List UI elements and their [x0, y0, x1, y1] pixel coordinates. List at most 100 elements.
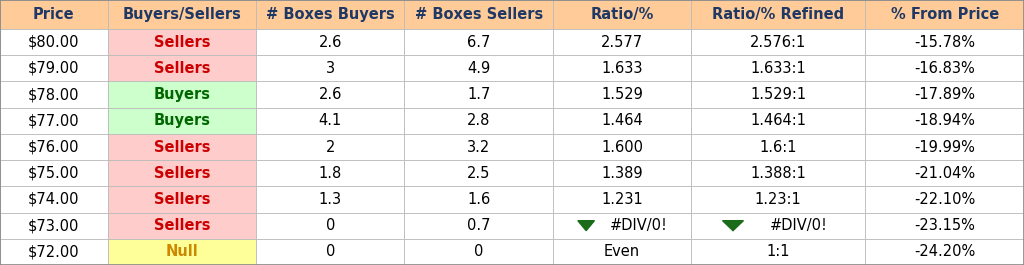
Bar: [691, 81, 865, 108]
Bar: [865, 29, 1024, 55]
Bar: [0, 213, 108, 239]
Polygon shape: [578, 221, 594, 231]
Text: $77.00: $77.00: [28, 113, 80, 128]
Text: Null: Null: [166, 244, 198, 259]
Bar: [553, 160, 691, 186]
Bar: [108, 213, 256, 239]
Bar: [553, 108, 691, 134]
Bar: [553, 81, 691, 108]
Text: 6.7: 6.7: [467, 35, 490, 50]
Text: 1.388:1: 1.388:1: [751, 166, 806, 181]
Text: 2.576:1: 2.576:1: [751, 35, 806, 50]
Bar: [404, 186, 553, 213]
Text: 2.6: 2.6: [318, 87, 342, 102]
Bar: [865, 186, 1024, 213]
Text: 1.464:1: 1.464:1: [751, 113, 806, 128]
Bar: [691, 213, 865, 239]
Bar: [865, 134, 1024, 160]
Text: # Boxes Buyers: # Boxes Buyers: [266, 7, 394, 22]
Text: 2.577: 2.577: [601, 35, 643, 50]
Text: Sellers: Sellers: [154, 35, 210, 50]
Text: 1.464: 1.464: [601, 113, 643, 128]
Bar: [0, 186, 108, 213]
Bar: [865, 239, 1024, 265]
Text: -24.20%: -24.20%: [914, 244, 975, 259]
Bar: [404, 213, 553, 239]
Bar: [553, 0, 691, 29]
Bar: [553, 29, 691, 55]
Text: 0: 0: [326, 244, 335, 259]
Bar: [404, 81, 553, 108]
Bar: [108, 108, 256, 134]
Bar: [108, 239, 256, 265]
Bar: [256, 55, 404, 81]
Text: $80.00: $80.00: [28, 35, 80, 50]
Text: Ratio/%: Ratio/%: [591, 7, 653, 22]
Bar: [256, 0, 404, 29]
Bar: [108, 0, 256, 29]
Bar: [0, 160, 108, 186]
Bar: [553, 239, 691, 265]
Text: Sellers: Sellers: [154, 166, 210, 181]
Bar: [691, 186, 865, 213]
Text: 4.1: 4.1: [318, 113, 342, 128]
Bar: [865, 0, 1024, 29]
Bar: [256, 108, 404, 134]
Text: Buyers: Buyers: [154, 113, 210, 128]
Bar: [865, 108, 1024, 134]
Text: $79.00: $79.00: [28, 61, 80, 76]
Text: 1.3: 1.3: [318, 192, 342, 207]
Text: $78.00: $78.00: [28, 87, 80, 102]
Bar: [691, 160, 865, 186]
Bar: [691, 0, 865, 29]
Bar: [108, 134, 256, 160]
Text: #DIV/0!: #DIV/0!: [770, 218, 828, 233]
Bar: [256, 81, 404, 108]
Text: 1.8: 1.8: [318, 166, 342, 181]
Text: 1.6: 1.6: [467, 192, 490, 207]
Bar: [691, 108, 865, 134]
Bar: [691, 239, 865, 265]
Text: $72.00: $72.00: [28, 244, 80, 259]
Bar: [256, 239, 404, 265]
Bar: [108, 55, 256, 81]
Bar: [256, 29, 404, 55]
Bar: [108, 160, 256, 186]
Text: #DIV/0!: #DIV/0!: [609, 218, 668, 233]
Text: # Boxes Sellers: # Boxes Sellers: [415, 7, 543, 22]
Bar: [553, 134, 691, 160]
Text: -23.15%: -23.15%: [914, 218, 975, 233]
Text: 2.8: 2.8: [467, 113, 490, 128]
Bar: [865, 160, 1024, 186]
Bar: [0, 134, 108, 160]
Bar: [256, 186, 404, 213]
Bar: [0, 29, 108, 55]
Text: -16.83%: -16.83%: [914, 61, 975, 76]
Bar: [0, 239, 108, 265]
Bar: [865, 55, 1024, 81]
Text: % From Price: % From Price: [891, 7, 998, 22]
Bar: [865, 213, 1024, 239]
Bar: [691, 55, 865, 81]
Bar: [256, 160, 404, 186]
Bar: [404, 239, 553, 265]
Text: Buyers/Sellers: Buyers/Sellers: [122, 7, 242, 22]
Bar: [404, 29, 553, 55]
Bar: [404, 134, 553, 160]
Text: 1.529: 1.529: [601, 87, 643, 102]
Text: 2.5: 2.5: [467, 166, 490, 181]
Text: $74.00: $74.00: [28, 192, 80, 207]
Text: Sellers: Sellers: [154, 218, 210, 233]
Bar: [0, 0, 108, 29]
Text: 1.389: 1.389: [601, 166, 643, 181]
Text: 1.633: 1.633: [601, 61, 643, 76]
Bar: [0, 55, 108, 81]
Text: 4.9: 4.9: [467, 61, 490, 76]
Text: Sellers: Sellers: [154, 192, 210, 207]
Text: Even: Even: [604, 244, 640, 259]
Text: 1.6:1: 1.6:1: [760, 139, 797, 154]
Text: 0: 0: [474, 244, 483, 259]
Text: Sellers: Sellers: [154, 139, 210, 154]
Text: 1.633:1: 1.633:1: [751, 61, 806, 76]
Text: $73.00: $73.00: [28, 218, 80, 233]
